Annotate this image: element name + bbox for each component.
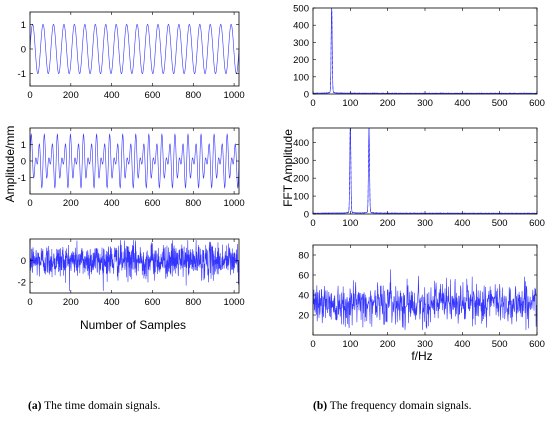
left-y-axis-title: Amplitude/mm — [3, 126, 17, 203]
axis-frame — [29, 238, 240, 294]
x-tick-label: 300 — [417, 339, 433, 350]
caption-a: (a) The time domain signals. — [28, 400, 160, 412]
axis-frame — [312, 127, 538, 215]
y-tick-label: 500 — [293, 4, 309, 15]
y-tick-label: 300 — [293, 156, 309, 167]
x-tick-label: 600 — [145, 297, 161, 308]
series-line — [312, 269, 537, 331]
y-tick-label: 80 — [298, 251, 309, 262]
y-tick-label: 0 — [304, 210, 309, 221]
x-tick-label: 800 — [185, 297, 201, 308]
y-tick-label: 300 — [293, 38, 309, 49]
y-tick-label: 0 — [21, 256, 26, 267]
x-tick-label: 600 — [145, 198, 161, 209]
x-tick-label: 400 — [454, 339, 470, 350]
x-tick-label: 100 — [342, 218, 358, 229]
series-line — [312, 127, 538, 215]
x-tick-label: 300 — [417, 218, 433, 229]
y-tick-label: 100 — [293, 192, 309, 203]
chart-panel-time-2: 0 200 400 600 800 1000 1 0 -1 — [18, 127, 245, 209]
x-tick-label: 200 — [380, 339, 396, 350]
chart-panel-freq-1: 0 100 200 300 400 500 600 500 400 300 200 100 0 — [293, 4, 545, 110]
x-tick-label: 200 — [63, 198, 79, 209]
x-tick-label: 1000 — [224, 90, 245, 101]
x-tick-label: 0 — [310, 98, 315, 109]
x-tick-label: 100 — [342, 339, 358, 350]
x-tick-label: 600 — [529, 98, 545, 109]
y-tick-label: 200 — [293, 174, 309, 185]
series-line — [29, 240, 240, 291]
x-tick-label: 400 — [104, 297, 120, 308]
chart-panel-freq-3: 0 100 200 300 400 500 600 80 60 40 20 — [298, 244, 545, 350]
x-tick-label: 500 — [492, 218, 508, 229]
y-tick-label: 40 — [298, 291, 309, 302]
x-tick-label: 200 — [63, 90, 79, 101]
axis-frame — [312, 7, 538, 95]
x-tick-label: 500 — [492, 98, 508, 109]
x-tick-label: 1000 — [224, 198, 245, 209]
y-tick-label: -1 — [18, 173, 26, 184]
x-tick-label: 600 — [145, 90, 161, 101]
y-tick-label: 1 — [21, 20, 26, 31]
x-tick-label: 300 — [417, 98, 433, 109]
x-tick-label: 0 — [27, 297, 32, 308]
y-tick-label: 1 — [21, 140, 26, 151]
x-tick-label: 200 — [380, 98, 396, 109]
y-tick-label: 400 — [293, 138, 309, 149]
caption-b-tag: (b) — [313, 400, 328, 412]
x-tick-label: 0 — [310, 339, 315, 350]
y-tick-label: -1 — [18, 69, 26, 80]
x-tick-label: 800 — [185, 198, 201, 209]
caption-a-text: The time domain signals. — [41, 400, 161, 412]
x-tick-label: 200 — [63, 297, 79, 308]
y-tick-label: 100 — [293, 72, 309, 83]
x-tick-label: 200 — [380, 218, 396, 229]
x-tick-label: 0 — [310, 218, 315, 229]
x-tick-label: 600 — [529, 339, 545, 350]
y-tick-label: 0 — [21, 157, 26, 168]
series-line-dashed — [312, 7, 538, 95]
series-line — [312, 7, 538, 95]
x-tick-label: 1000 — [224, 297, 245, 308]
right-y-axis-title: FFT Amplitude — [281, 129, 295, 207]
caption-b-text: The frequency domain signals. — [327, 400, 472, 412]
x-tick-label: 600 — [529, 218, 545, 229]
series-line — [29, 23, 240, 75]
x-tick-label: 0 — [27, 90, 32, 101]
y-tick-label: 400 — [293, 21, 309, 32]
x-tick-label: 800 — [185, 90, 201, 101]
x-tick-label: 400 — [104, 90, 120, 101]
y-tick-label: 60 — [298, 271, 309, 282]
series-line-dashed — [312, 127, 538, 215]
y-tick-label: -2 — [18, 278, 26, 289]
left-x-axis-title: Number of Samples — [80, 318, 186, 332]
chart-panel-freq-2: 0 100 200 300 400 500 600 400 300 200 100 0 — [293, 127, 545, 229]
series-line — [29, 133, 240, 189]
y-tick-label: 0 — [21, 45, 26, 56]
x-tick-label: 400 — [454, 218, 470, 229]
caption-a-tag: (a) — [28, 400, 42, 412]
x-tick-label: 100 — [342, 98, 358, 109]
x-tick-label: 400 — [454, 98, 470, 109]
x-tick-label: 0 — [27, 198, 32, 209]
y-tick-label: 200 — [293, 55, 309, 66]
x-tick-label: 400 — [104, 198, 120, 209]
y-tick-label: 20 — [298, 311, 309, 322]
x-tick-label: 500 — [492, 339, 508, 350]
caption-b: (b) The frequency domain signals. — [313, 400, 472, 412]
y-tick-label: 0 — [304, 90, 309, 101]
right-x-axis-title: f/Hz — [411, 349, 432, 363]
